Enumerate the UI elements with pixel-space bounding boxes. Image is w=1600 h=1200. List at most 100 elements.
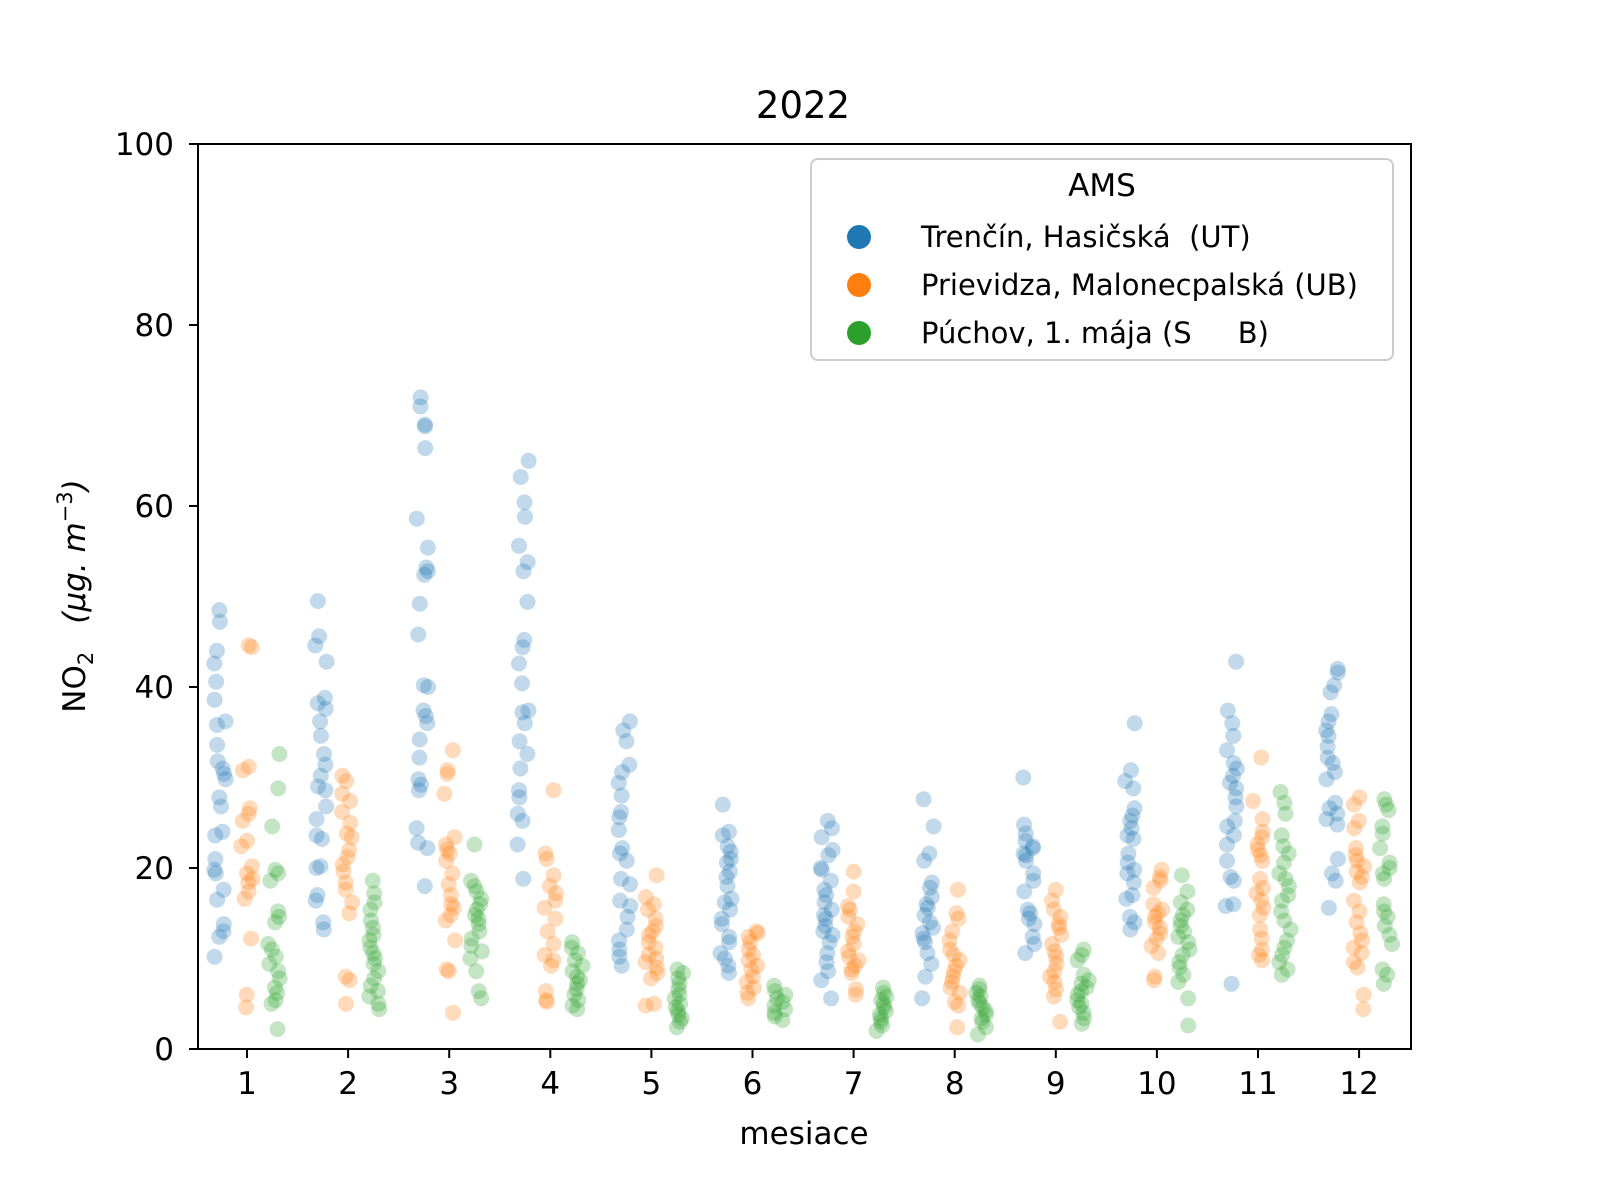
data-point bbox=[545, 867, 562, 884]
data-point bbox=[766, 997, 783, 1014]
data-point bbox=[539, 923, 556, 940]
data-point bbox=[924, 919, 941, 936]
data-point bbox=[1274, 946, 1291, 963]
legend-label: Trenčín, Hasičská (UT) bbox=[920, 220, 1251, 254]
data-point bbox=[264, 818, 281, 835]
data-point bbox=[1017, 825, 1034, 842]
chart-title: 2022 bbox=[756, 84, 850, 127]
data-point bbox=[675, 965, 691, 981]
data-point bbox=[438, 852, 455, 869]
data-point bbox=[445, 1004, 461, 1021]
data-point bbox=[208, 642, 225, 659]
data-point bbox=[1376, 870, 1393, 887]
x-tick-label: 5 bbox=[642, 1066, 662, 1102]
data-point bbox=[923, 874, 940, 891]
data-point bbox=[516, 494, 533, 511]
data-point bbox=[410, 834, 427, 851]
plot-frame bbox=[197, 143, 1412, 1050]
data-point bbox=[876, 999, 893, 1016]
data-point bbox=[918, 896, 935, 913]
data-point bbox=[1374, 865, 1391, 882]
data-point bbox=[914, 925, 931, 942]
data-point bbox=[841, 948, 858, 965]
data-point bbox=[215, 881, 232, 898]
data-point bbox=[266, 979, 283, 996]
data-point bbox=[766, 1004, 783, 1021]
data-point bbox=[570, 992, 587, 1009]
data-point bbox=[1175, 966, 1192, 983]
data-point bbox=[362, 939, 379, 956]
data-point bbox=[1174, 907, 1191, 924]
data-point bbox=[915, 791, 932, 808]
data-point bbox=[721, 863, 738, 880]
data-point bbox=[669, 961, 686, 978]
data-point bbox=[768, 990, 785, 1007]
data-point bbox=[472, 896, 488, 913]
data-point bbox=[1280, 878, 1297, 895]
data-point bbox=[1223, 975, 1240, 992]
data-point bbox=[217, 771, 234, 788]
data-point bbox=[1154, 901, 1171, 918]
data-point bbox=[743, 961, 760, 978]
data-point bbox=[847, 957, 863, 974]
data-point bbox=[1050, 916, 1067, 933]
data-point bbox=[538, 983, 554, 1000]
data-point bbox=[411, 731, 428, 748]
data-point bbox=[211, 789, 228, 806]
data-point bbox=[647, 917, 664, 934]
data-point bbox=[536, 899, 553, 916]
data-point bbox=[519, 554, 536, 571]
data-point bbox=[1378, 796, 1395, 813]
data-point bbox=[1351, 903, 1368, 920]
data-point bbox=[214, 760, 231, 777]
data-point bbox=[1148, 930, 1165, 947]
data-point bbox=[921, 914, 938, 931]
data-point bbox=[618, 733, 635, 750]
data-point bbox=[820, 847, 837, 864]
data-points bbox=[206, 389, 1400, 1043]
data-point bbox=[411, 749, 428, 766]
data-point bbox=[1016, 816, 1033, 833]
data-point bbox=[1219, 852, 1236, 869]
data-point bbox=[850, 952, 867, 969]
data-point bbox=[1345, 954, 1362, 971]
data-point bbox=[720, 823, 737, 840]
data-point bbox=[335, 863, 352, 880]
data-point bbox=[467, 907, 483, 924]
data-point bbox=[1018, 852, 1034, 869]
data-point bbox=[1320, 727, 1337, 744]
data-point bbox=[648, 959, 665, 976]
data-point bbox=[1279, 932, 1295, 949]
data-point bbox=[1318, 811, 1335, 828]
data-point bbox=[823, 901, 840, 918]
data-point bbox=[1125, 780, 1142, 797]
data-point bbox=[1279, 961, 1296, 978]
data-point bbox=[738, 974, 755, 990]
data-point bbox=[207, 865, 224, 882]
data-point bbox=[240, 805, 257, 822]
data-point bbox=[1245, 793, 1261, 809]
data-point bbox=[1119, 827, 1136, 844]
data-point bbox=[366, 970, 383, 987]
data-point bbox=[614, 840, 631, 857]
data-point bbox=[512, 469, 529, 485]
data-point bbox=[318, 798, 335, 815]
data-point bbox=[365, 945, 382, 962]
data-point bbox=[815, 923, 832, 940]
legend: AMS Trenčín, Hasičská (UT) Prievidza, Mal… bbox=[810, 158, 1394, 361]
data-point bbox=[951, 952, 968, 969]
data-point bbox=[1122, 921, 1139, 938]
data-point bbox=[410, 626, 427, 643]
data-point bbox=[774, 1012, 791, 1028]
data-point bbox=[514, 812, 531, 829]
data-point bbox=[260, 936, 277, 952]
data-point bbox=[267, 861, 284, 878]
data-point bbox=[1044, 892, 1060, 909]
data-point bbox=[337, 874, 354, 891]
data-point bbox=[1351, 789, 1368, 806]
data-point bbox=[1271, 865, 1288, 882]
data-point bbox=[1153, 861, 1170, 878]
data-point bbox=[923, 889, 940, 905]
data-point bbox=[647, 939, 664, 956]
data-point bbox=[774, 993, 791, 1010]
